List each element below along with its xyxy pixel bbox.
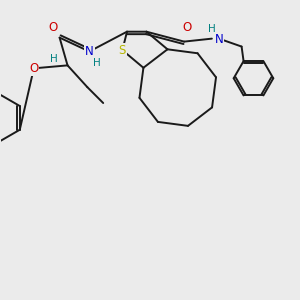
Text: N: N bbox=[85, 45, 94, 58]
Text: H: H bbox=[93, 58, 101, 68]
Text: O: O bbox=[48, 21, 57, 34]
Text: N: N bbox=[214, 33, 223, 46]
Text: O: O bbox=[29, 62, 38, 75]
Text: S: S bbox=[119, 44, 126, 57]
Text: O: O bbox=[182, 21, 192, 34]
Text: H: H bbox=[50, 54, 58, 64]
Text: H: H bbox=[208, 24, 216, 34]
